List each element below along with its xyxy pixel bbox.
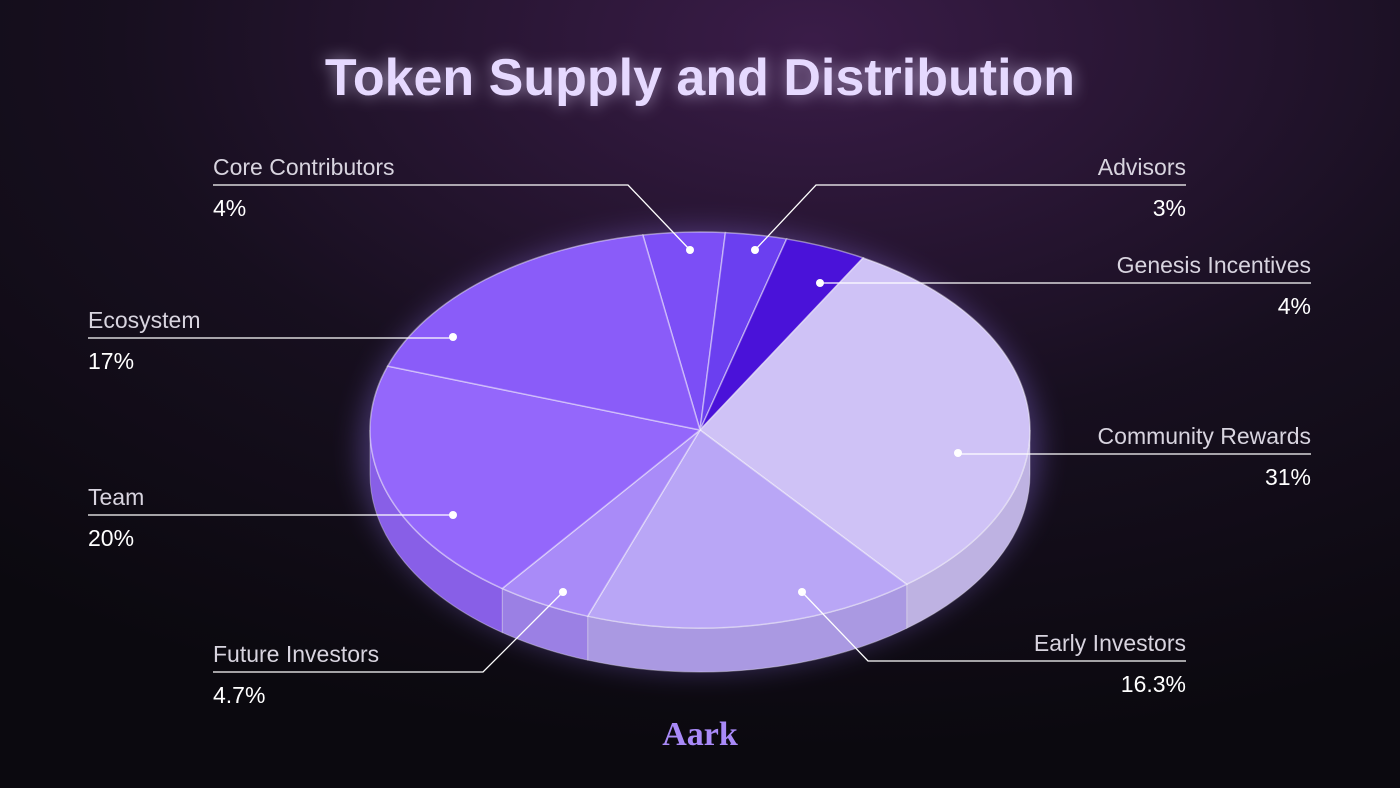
leader-dot: [449, 511, 457, 519]
title-glow: Token Supply and Distribution: [325, 49, 1075, 107]
value-label: 3%: [1153, 195, 1186, 221]
value-label: 20%: [88, 525, 134, 551]
leader-dot: [751, 246, 759, 254]
slice: [641, 231, 727, 431]
pie-tops: [369, 231, 1031, 629]
leader-dot: [686, 246, 694, 254]
value-label: 4%: [213, 195, 246, 221]
legend-label: Team: [88, 484, 144, 510]
leader-dot: [559, 588, 567, 596]
slice-side: [369, 429, 503, 634]
leader-line: [801, 591, 1186, 662]
legend-label: Core Contributors: [213, 154, 395, 180]
slice: [586, 428, 909, 629]
legend-label: Community Rewards: [1098, 423, 1311, 449]
leader-line: [213, 184, 691, 251]
slice: [698, 257, 1031, 586]
pie-sides: [369, 429, 1031, 673]
value-label: 31%: [1265, 464, 1311, 490]
slice: [699, 231, 788, 431]
legend-label: Ecosystem: [88, 307, 200, 333]
slice: [386, 234, 702, 431]
value-label: 4.7%: [213, 682, 265, 708]
leader-dot: [449, 333, 457, 341]
chart-title: Token Supply and Distribution: [325, 49, 1075, 107]
brand-logo: Aark: [662, 716, 738, 753]
value-label: 16.3%: [1121, 671, 1186, 697]
legend-label: Future Investors: [213, 641, 379, 667]
value-label: 4%: [1278, 293, 1311, 319]
leader-line: [754, 184, 1186, 251]
legend-label: Genesis Incentives: [1117, 252, 1311, 278]
legend-label: Advisors: [1098, 154, 1186, 180]
slice: [369, 365, 702, 590]
leader-dot: [816, 279, 824, 287]
leader-dot: [954, 449, 962, 457]
labels: Core Contributors 4% Advisors 3% Genesis Inc…: [88, 154, 1311, 708]
legend-label: Early Investors: [1034, 630, 1186, 656]
value-label: 17%: [88, 348, 134, 374]
leader-line: [213, 591, 564, 673]
leader-dot: [798, 588, 806, 596]
slice: [500, 429, 701, 618]
slice: [699, 238, 865, 431]
